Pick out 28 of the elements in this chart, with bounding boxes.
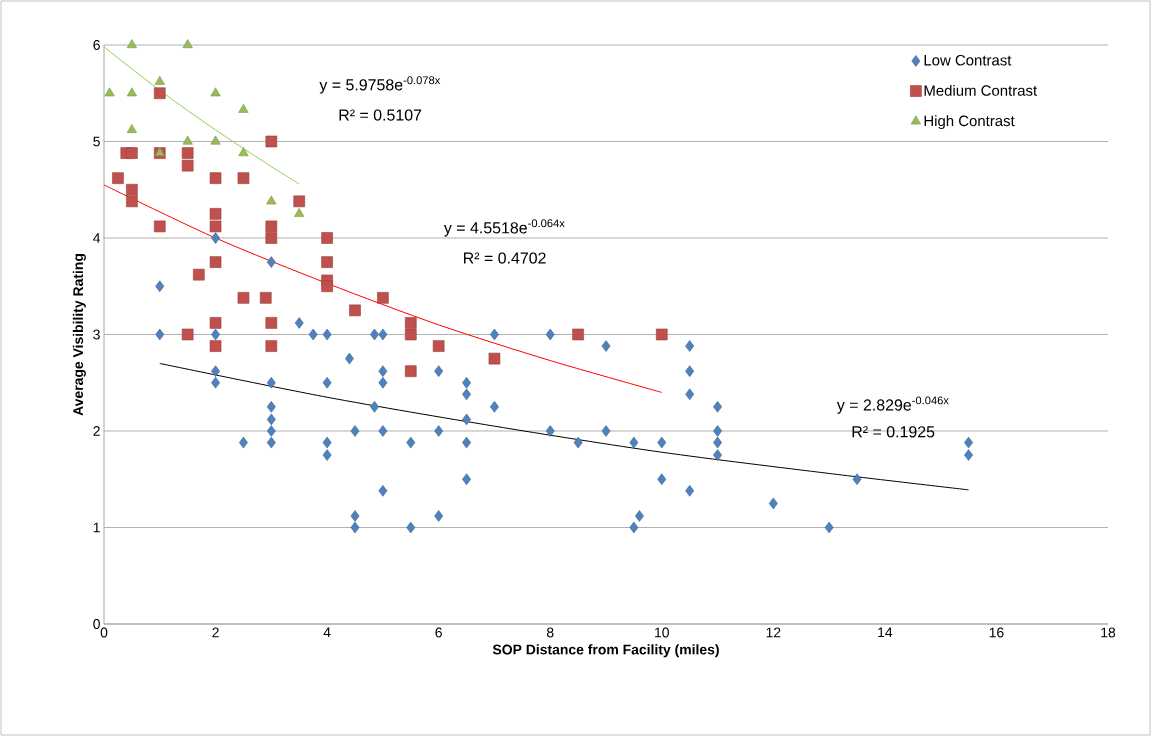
x-axis-title: SOP Distance from Facility (miles) <box>492 644 719 658</box>
y-tick-label: 3 <box>93 329 100 340</box>
annotation: R² = 0.4702 <box>464 252 546 264</box>
y-tick-label: 4 <box>93 233 101 243</box>
x-tick-label: 14 <box>878 627 893 638</box>
annotation: y = 5.9758e$^{-0.078x}$ <box>319 76 441 94</box>
legend-label: Medium Contrast <box>924 84 1038 96</box>
annotation: y = 2.829e$^{-0.046x}$ <box>836 396 949 414</box>
y-tick-label: 5 <box>93 136 100 147</box>
annotation: R² = 0.1925 <box>852 426 935 438</box>
annotation: y = 4.5518e$^{-0.064x}$ <box>443 219 565 237</box>
x-tick-label: 16 <box>989 627 1004 638</box>
y-axis-title: Average Visibility Rating <box>72 254 86 416</box>
y-tick-label: 2 <box>93 426 100 436</box>
x-tick-label: 12 <box>766 627 781 638</box>
legend-label: Low Contrast <box>924 54 1012 66</box>
y-tick-label: 1 <box>93 522 100 533</box>
x-tick-label: 4 <box>323 627 331 638</box>
y-tick-label: 6 <box>93 40 100 50</box>
legend-label: High Contrast <box>924 115 1015 130</box>
x-tick-label: 6 <box>435 627 442 638</box>
x-tick-label: 0 <box>100 627 108 638</box>
x-tick-label: 10 <box>655 627 669 638</box>
annotation: R² = 0.5107 <box>339 109 422 121</box>
y-tick-label: 0 <box>93 619 100 629</box>
x-tick-label: 18 <box>1101 627 1116 638</box>
x-tick-label: 8 <box>546 627 554 638</box>
x-tick-label: 2 <box>212 627 219 638</box>
